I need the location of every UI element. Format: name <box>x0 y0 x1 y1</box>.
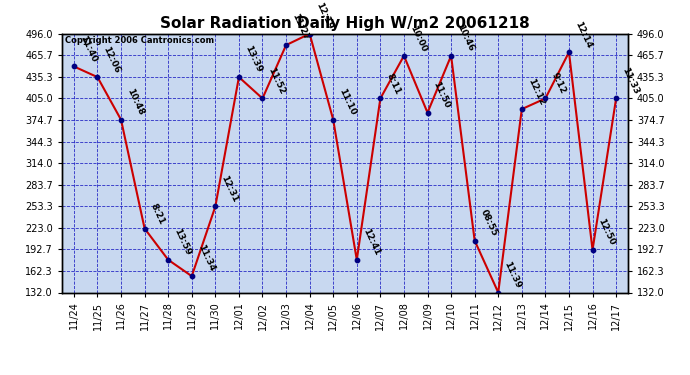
Point <box>257 96 268 102</box>
Point <box>351 257 362 263</box>
Text: 11:33: 11:33 <box>620 66 640 96</box>
Point <box>281 42 292 48</box>
Text: 8:11: 8:11 <box>384 72 402 96</box>
Text: Copyright 2006 Cantronics.com: Copyright 2006 Cantronics.com <box>65 36 214 45</box>
Text: 11:27: 11:27 <box>290 12 310 42</box>
Point <box>469 238 480 244</box>
Point <box>115 117 126 123</box>
Point <box>540 96 551 102</box>
Point <box>446 53 457 59</box>
Text: 11:40: 11:40 <box>78 34 98 64</box>
Point <box>493 290 504 296</box>
Text: 13:59: 13:59 <box>172 227 193 257</box>
Text: 11:34: 11:34 <box>196 243 216 273</box>
Text: 10:00: 10:00 <box>408 24 428 53</box>
Point <box>328 117 339 123</box>
Text: 11:39: 11:39 <box>502 260 523 290</box>
Text: 11:52: 11:52 <box>266 66 287 96</box>
Point <box>163 257 174 263</box>
Text: 12:14: 12:14 <box>573 20 593 50</box>
Text: 13:39: 13:39 <box>243 45 264 74</box>
Point <box>398 53 409 59</box>
Point <box>304 31 315 37</box>
Point <box>375 96 386 102</box>
Point <box>186 273 197 279</box>
Text: 12:50: 12:50 <box>597 217 617 247</box>
Point <box>587 247 598 253</box>
Text: 08:55: 08:55 <box>479 208 499 238</box>
Text: 11:10: 11:10 <box>337 87 357 117</box>
Point <box>564 49 575 55</box>
Text: 12:31: 12:31 <box>219 174 239 204</box>
Text: 12:06: 12:06 <box>101 45 122 74</box>
Point <box>516 106 527 112</box>
Text: 9:12: 9:12 <box>549 72 567 96</box>
Text: 10:48: 10:48 <box>125 87 146 117</box>
Point <box>139 225 150 231</box>
Point <box>422 110 433 116</box>
Point <box>233 74 244 80</box>
Point <box>611 96 622 102</box>
Text: 8:21: 8:21 <box>149 202 166 226</box>
Text: 12:41: 12:41 <box>361 227 382 257</box>
Text: 10:46: 10:46 <box>455 23 475 53</box>
Point <box>92 74 103 80</box>
Text: 11:50: 11:50 <box>432 80 452 110</box>
Text: 12:19: 12:19 <box>314 1 334 31</box>
Text: 12:12: 12:12 <box>526 76 546 106</box>
Title: Solar Radiation Daily High W/m2 20061218: Solar Radiation Daily High W/m2 20061218 <box>160 16 530 31</box>
Point <box>210 204 221 210</box>
Point <box>68 63 79 69</box>
